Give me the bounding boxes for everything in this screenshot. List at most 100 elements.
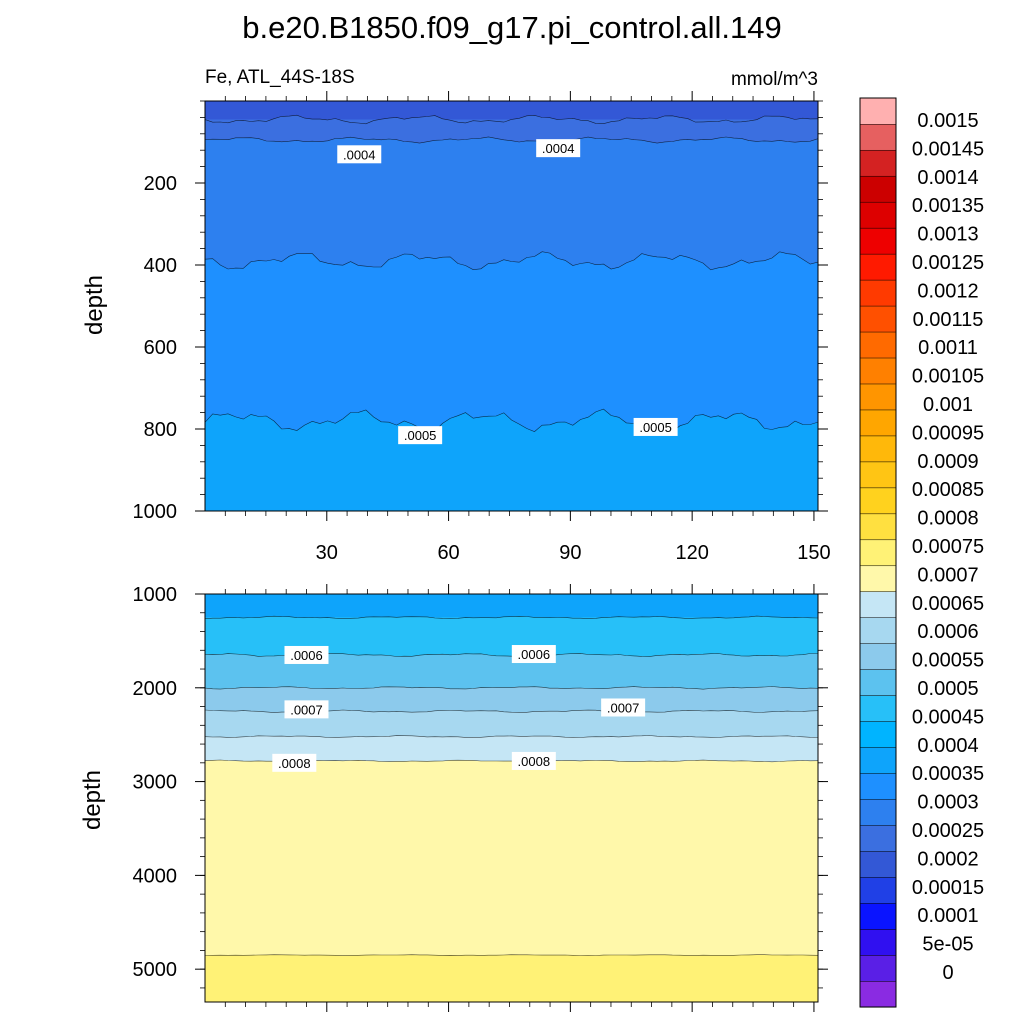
contour-label: .0004 [337,145,382,164]
colorbar-label: 0.0014 [917,167,978,189]
x-tick-label: 30 [316,542,338,564]
colorbar-label: 0.0003 [917,792,978,814]
colorbar-label: 0.00145 [912,138,984,160]
colorbar-swatch [859,591,897,618]
svg-text:.0006: .0006 [518,647,551,662]
x-tick-label: 90 [559,542,581,564]
contour-label: .0007 [284,700,329,719]
colorbar-label: 0.00115 [913,309,984,331]
colorbar-swatch [859,721,897,748]
colorbar-swatch [859,747,897,774]
x-tick-label: 120 [675,542,708,564]
contour-line [205,114,818,125]
colorbar-swatch [859,539,897,567]
svg-text:.0005: .0005 [639,420,672,435]
colorbar-swatch [859,383,897,411]
contour-line [205,735,818,738]
colorbar-swatch [859,643,897,670]
svg-text:.0007: .0007 [290,702,323,717]
colorbar-swatch [859,695,897,722]
colorbar-label: 0.0005 [917,678,978,700]
colorbar-label: 0.001 [923,394,973,416]
colorbar-label: 0.00135 [912,195,984,217]
colorbar-swatch [859,357,897,385]
colorbar-swatch [859,902,897,930]
colorbar-swatch [859,149,897,177]
colorbar-label: 0 [942,962,953,984]
colorbar-swatch [859,617,897,644]
svg-text:.0007: .0007 [607,700,640,715]
y-tick-label: 600 [144,337,177,359]
contour-line [205,408,818,432]
colorbar-label: 0.0009 [917,451,978,473]
colorbar-swatch [859,565,897,593]
x-tick-label: 150 [797,542,830,564]
colorbar-label: 0.0012 [917,280,978,302]
colorbar-label: 0.00015 [912,877,984,899]
colorbar-swatch [859,798,897,826]
contour-fill [205,954,818,1002]
colorbar-swatch [859,928,897,956]
contour-label: .0004 [536,139,581,158]
colorbar-swatch [859,435,897,463]
x-tick-label: 60 [437,542,459,564]
svg-text:.0008: .0008 [278,756,311,771]
y-tick-label: 5000 [133,959,178,981]
colorbar-label: 0.0007 [917,564,978,586]
colorbar-label: 0.0011 [918,337,978,359]
y-tick-label: 4000 [133,865,178,887]
colorbar-swatch [859,876,897,904]
colorbar-label: 5e-05 [922,934,973,956]
colorbar-label: 0.0001 [917,905,978,927]
colorbar-label: 0.0015 [917,110,978,132]
colorbar-swatch [859,97,897,125]
colorbar-swatch [859,669,897,696]
y-tick-label: 400 [144,255,177,277]
colorbar-label: 0.0006 [917,621,978,643]
colorbar-label: 0.00095 [912,422,984,444]
colorbar-swatch [859,201,897,229]
colorbar-swatch [859,980,897,1008]
colorbar-swatch [859,513,897,541]
colorbar-swatch [859,954,897,982]
lower-panel: .0006 .0006 .0007 .0007 .0008 .0008 1000 2000 3… [79,584,828,1012]
colorbar-swatch [859,824,897,852]
colorbar-swatch [859,409,897,437]
lower-y-axis-label: depth [79,770,106,830]
colorbar-label: 0.0008 [917,508,978,530]
y-tick-label: 1000 [133,584,178,606]
svg-text:.0004: .0004 [542,141,575,156]
variable-region-label: Fe, ATL_44S-18S [205,67,355,88]
lower-plot-area: .0006 .0006 .0007 .0007 .0008 .0008 [205,594,818,1002]
colorbar-label: 0.0002 [917,848,978,870]
contour-label: .0007 [601,698,646,717]
y-tick-label: 1000 [133,501,178,523]
colorbar-swatch [859,123,897,151]
colorbar-label: 0.00045 [912,706,984,728]
svg-text:.0004: .0004 [343,147,376,162]
contour-label: .0008 [511,751,556,770]
upper-axes: 200 400 600 800 1000 30 60 90 120 150 [133,91,831,564]
upper-plot-area: .0004 .0004 .0005 .0005 [205,101,818,511]
svg-text:.0005: .0005 [404,428,437,443]
colorbar-swatch [859,175,897,203]
contour-line [205,954,818,956]
colorbar-label: 0.00085 [912,479,984,501]
y-tick-label: 2000 [133,678,178,700]
colorbar-swatch [859,305,897,333]
colorbar-label: 0.00105 [912,366,984,388]
lower-axes: 1000 2000 3000 4000 5000 [133,584,828,1012]
colorbar-label: 0.00025 [912,820,984,842]
y-tick-label: 200 [144,173,177,195]
contour-line [205,686,818,690]
colorbar-swatch [859,461,897,489]
svg-text:.0008: .0008 [518,754,551,769]
colorbar-swatch [859,227,897,255]
contour-fill [205,760,818,1002]
colorbar-label: 0.0004 [917,735,978,757]
upper-panel: .0004 .0004 .0005 .0005 200 400 600 800 1000 30 6… [81,91,831,564]
colorbar-label: 0.0013 [917,224,978,246]
upper-y-axis-label: depth [81,275,108,335]
svg-text:.0006: .0006 [290,648,323,663]
